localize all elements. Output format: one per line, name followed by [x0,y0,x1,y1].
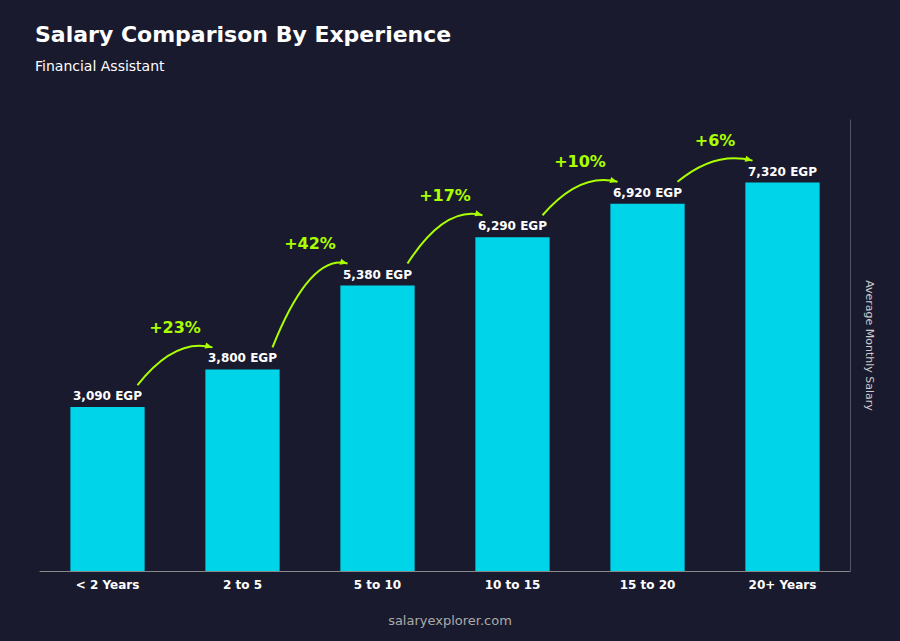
svg-text:5,380 EGP: 5,380 EGP [343,268,412,282]
svg-text:3,090 EGP: 3,090 EGP [73,389,142,403]
svg-text:+23%: +23% [149,318,201,337]
svg-text:salaryexplorer.com: salaryexplorer.com [388,613,512,628]
svg-text:+10%: +10% [554,152,606,171]
svg-text:20+ Years: 20+ Years [749,578,817,592]
svg-text:+42%: +42% [284,234,336,253]
svg-text:3,800 EGP: 3,800 EGP [208,351,277,365]
svg-text:7,320 EGP: 7,320 EGP [748,165,817,179]
svg-text:2 to 5: 2 to 5 [223,578,262,592]
svg-text:Financial Assistant: Financial Assistant [35,58,165,74]
svg-text:Average Monthly Salary: Average Monthly Salary [863,280,876,411]
svg-text:15 to 20: 15 to 20 [620,578,676,592]
svg-text:6,920 EGP: 6,920 EGP [613,186,682,200]
svg-text:5 to 10: 5 to 10 [354,578,401,592]
svg-text:6,290 EGP: 6,290 EGP [478,219,547,233]
svg-text:+17%: +17% [419,186,471,205]
svg-text:< 2 Years: < 2 Years [76,578,140,592]
svg-text:10 to 15: 10 to 15 [485,578,541,592]
svg-text:Salary Comparison By Experienc: Salary Comparison By Experience [35,22,451,47]
svg-text:+6%: +6% [695,131,736,150]
